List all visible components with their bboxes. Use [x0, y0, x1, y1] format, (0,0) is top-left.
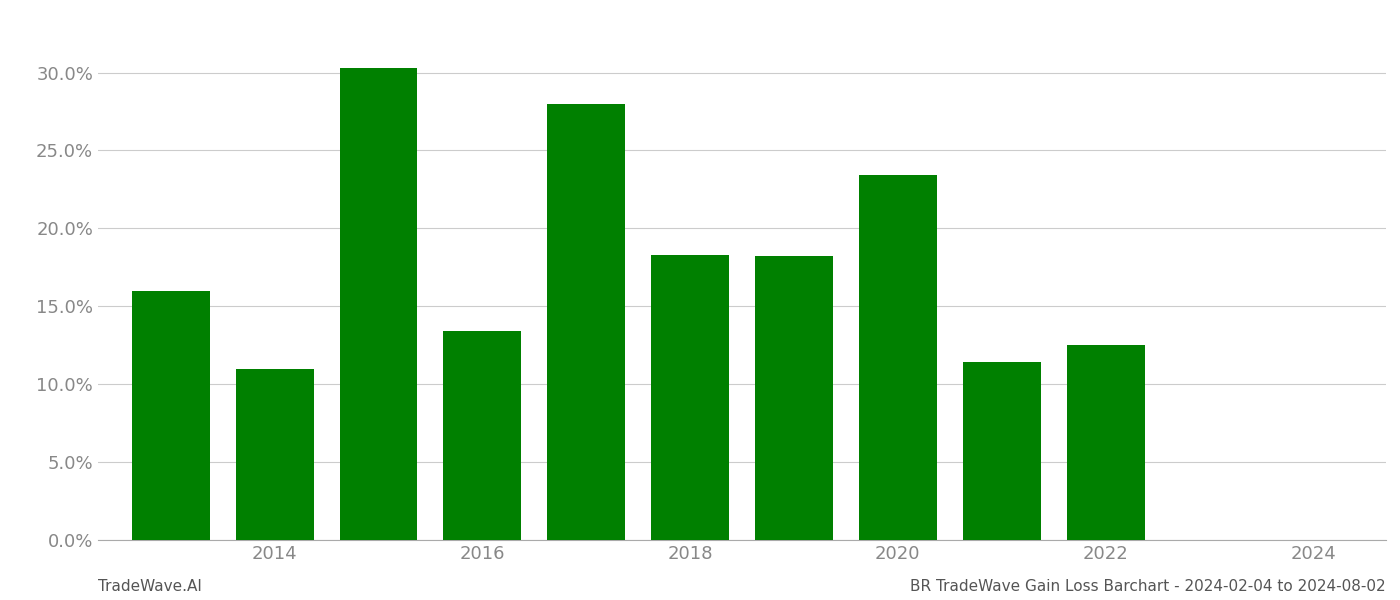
Bar	[858, 175, 937, 540]
Bar	[1067, 345, 1145, 540]
Bar	[340, 68, 417, 540]
Text: TradeWave.AI: TradeWave.AI	[98, 579, 202, 594]
Bar	[755, 256, 833, 540]
Text: BR TradeWave Gain Loss Barchart - 2024-02-04 to 2024-08-02: BR TradeWave Gain Loss Barchart - 2024-0…	[910, 579, 1386, 594]
Bar	[444, 331, 521, 540]
Bar	[547, 104, 626, 540]
Bar	[235, 368, 314, 540]
Bar	[132, 290, 210, 540]
Bar	[963, 362, 1040, 540]
Bar	[651, 255, 729, 540]
